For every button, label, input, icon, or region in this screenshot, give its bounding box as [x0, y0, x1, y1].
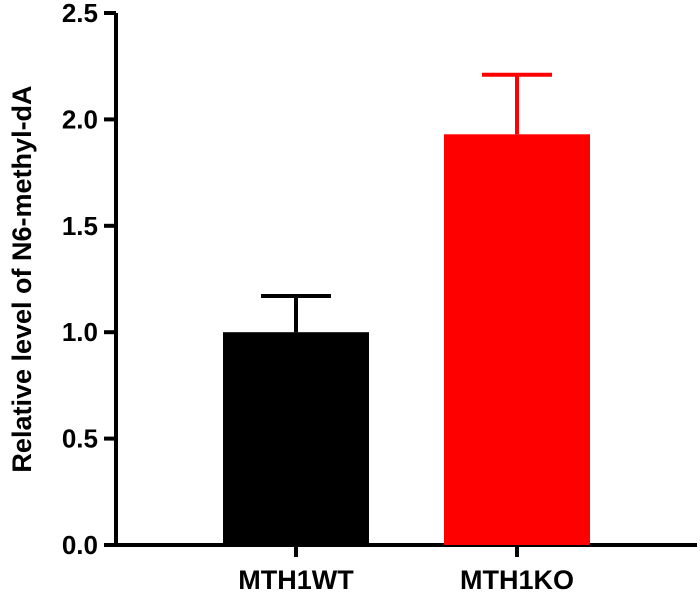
- bar-mth1ko: [444, 134, 590, 545]
- y-axis-title: Relative level of N6-methyl-dA: [7, 85, 37, 472]
- x-labels: MTH1WT MTH1KO: [238, 545, 574, 595]
- y-tick-label: 0.0: [62, 530, 98, 560]
- y-tick-label: 1.0: [62, 317, 98, 347]
- bars: [223, 72, 590, 545]
- x-tick-label: MTH1WT: [238, 565, 354, 595]
- axes: [114, 13, 697, 547]
- y-tick-label: 0.5: [62, 424, 98, 454]
- y-tick-label: 2.5: [62, 0, 98, 28]
- y-tick-label: 2.0: [62, 104, 98, 134]
- y-ticks: 0.0 0.5 1.0 1.5 2.0 2.5: [62, 0, 116, 560]
- y-tick-label: 1.5: [62, 211, 98, 241]
- x-tick-label: MTH1KO: [460, 565, 574, 595]
- bar-mth1wt: [223, 332, 369, 545]
